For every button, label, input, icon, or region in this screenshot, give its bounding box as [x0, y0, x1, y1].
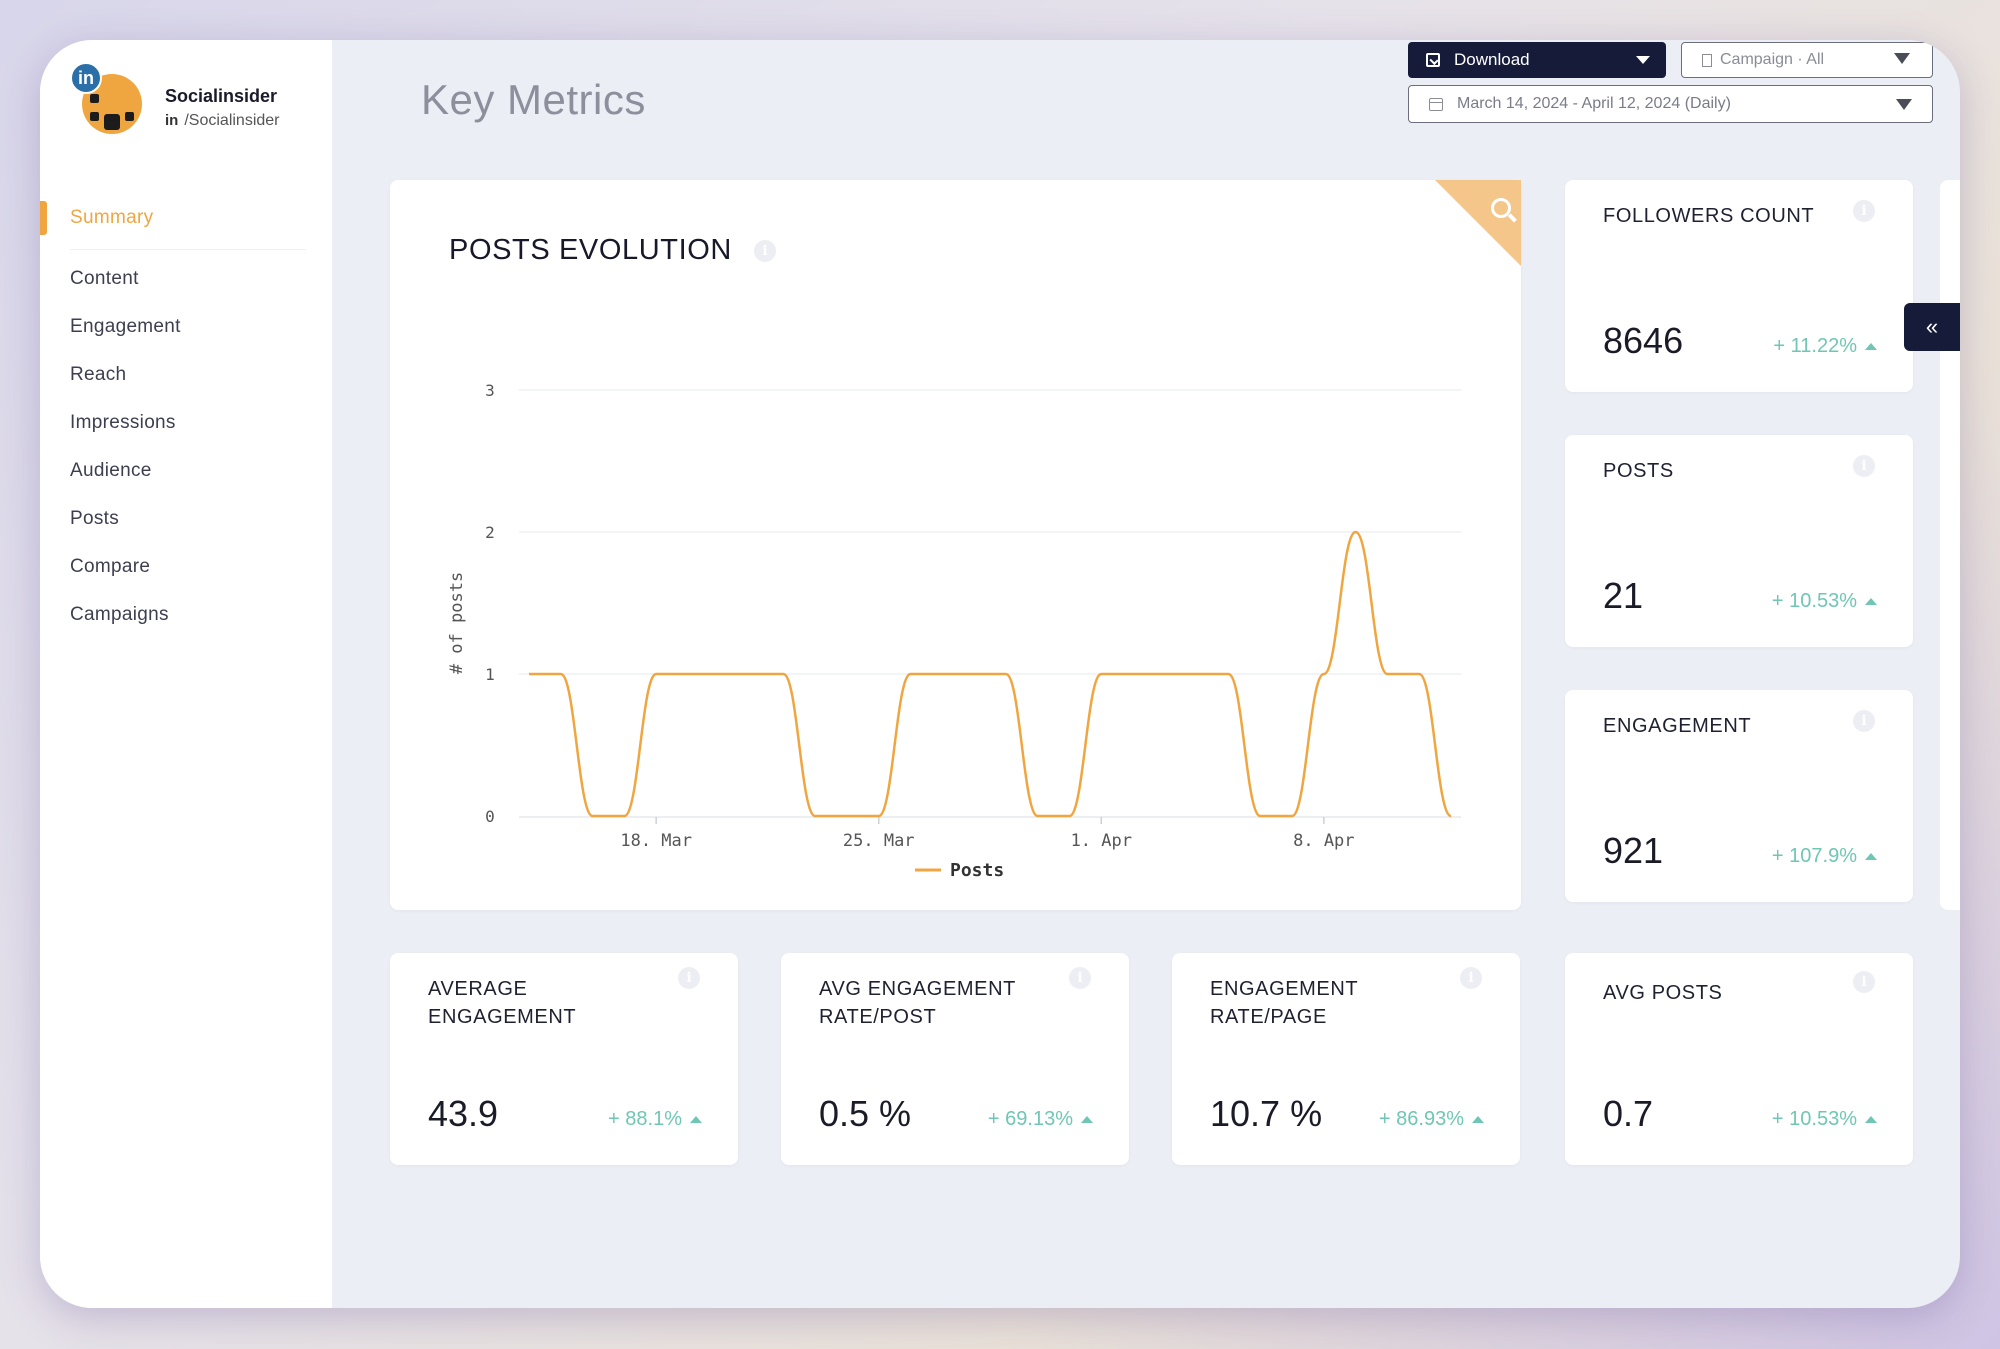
next-card-edge	[1940, 180, 1960, 910]
bookmark-icon	[1702, 53, 1712, 67]
download-button[interactable]: Download	[1408, 42, 1666, 78]
x-tick-label: 18. Mar	[620, 831, 692, 851]
info-icon[interactable]: i	[1853, 200, 1875, 222]
sidebar-item-posts[interactable]: Posts	[70, 508, 120, 529]
chevron-down-icon	[1894, 53, 1910, 64]
metric-value: 921	[1603, 830, 1664, 871]
metric-value: 21	[1603, 575, 1644, 616]
metric-delta: + 88.1%	[608, 1108, 702, 1131]
y-axis-label: # of posts	[447, 572, 467, 674]
metric-label: ENGAGEMENT RATE/PAGE	[1210, 978, 1358, 1028]
sidebar-item-reach[interactable]: Reach	[70, 364, 127, 385]
sidebar-item-engagement[interactable]: Engagement	[70, 316, 181, 337]
x-tick-label: 25. Mar	[843, 831, 915, 851]
trend-up-icon	[1865, 598, 1877, 605]
info-icon[interactable]: i	[1853, 455, 1875, 477]
sidebar-nav: Summary Content Engagement Reach Impress…	[40, 195, 332, 639]
chevron-down-icon	[1636, 56, 1650, 64]
zoom-corner-bg	[1435, 180, 1521, 266]
average-engagement-card: AVERAGE ENGAGEMENT i 43.9 + 88.1%	[390, 953, 738, 1165]
profile-name: Socialinsider	[165, 86, 278, 106]
sidebar-item-content[interactable]: Content	[70, 268, 139, 289]
x-tick-label: 1. Apr	[1071, 831, 1132, 851]
engagement-rate-page-card: ENGAGEMENT RATE/PAGE i 10.7 % + 86.93%	[1172, 953, 1520, 1165]
sidebar-item-impressions[interactable]: Impressions	[70, 412, 176, 433]
trend-up-icon	[690, 1116, 702, 1123]
avg-engagement-rate-post-card: AVG ENGAGEMENT RATE/POST i 0.5 % + 69.13…	[781, 953, 1129, 1165]
metric-label: ENGAGEMENT	[1603, 715, 1752, 737]
campaign-select[interactable]: Campaign · All	[1681, 42, 1933, 78]
info-icon[interactable]: i	[678, 967, 700, 989]
sidebar: in Socialinsider in/Socialinsider Summar…	[40, 40, 332, 1308]
search-icon	[1491, 198, 1511, 218]
profile-header[interactable]: in Socialinsider in/Socialinsider	[70, 62, 330, 142]
info-icon[interactable]: i	[754, 240, 776, 262]
posts-card: POSTS i 21 + 10.53%	[1565, 435, 1913, 647]
metric-value: 0.7	[1603, 1093, 1654, 1134]
metric-value: 8646	[1603, 320, 1684, 361]
date-range-select[interactable]: March 14, 2024 - April 12, 2024 (Daily)	[1408, 85, 1933, 123]
posts-chart: 0 1 2 3 18. Mar 25. Mar 1. Apr 8. Apr # of posts…	[447, 381, 1461, 881]
trend-up-icon	[1865, 1116, 1877, 1123]
trend-up-icon	[1472, 1116, 1484, 1123]
y-tick-label: 3	[485, 381, 495, 400]
metric-label: AVG ENGAGEMENT RATE/POST	[819, 978, 1016, 1028]
metric-delta: + 10.53%	[1772, 1108, 1877, 1131]
info-icon[interactable]: i	[1853, 710, 1875, 732]
linkedin-icon: in	[70, 62, 102, 94]
metric-label: AVERAGE ENGAGEMENT	[428, 978, 577, 1028]
zoom-button[interactable]	[1435, 180, 1521, 266]
info-icon[interactable]: i	[1069, 967, 1091, 989]
y-tick-label: 1	[485, 665, 495, 684]
sidebar-item-summary[interactable]: Summary	[40, 195, 332, 241]
sidebar-item-audience[interactable]: Audience	[70, 460, 152, 481]
metric-label: FOLLOWERS COUNT	[1603, 205, 1815, 227]
y-tick-label: 0	[485, 807, 495, 826]
metric-value: 0.5 %	[819, 1093, 912, 1134]
metric-delta: + 86.93%	[1379, 1108, 1484, 1131]
metric-value: 43.9	[428, 1093, 499, 1134]
info-icon[interactable]: i	[1853, 971, 1875, 993]
metric-delta: + 69.13%	[988, 1108, 1093, 1131]
double-chevron-left-icon: «	[1925, 314, 1939, 339]
date-range-value: March 14, 2024 - April 12, 2024 (Daily)	[1457, 95, 1731, 112]
info-icon[interactable]: i	[1460, 967, 1482, 989]
collapse-panel-button[interactable]: «	[1904, 303, 1960, 351]
metric-delta: + 107.9%	[1772, 845, 1877, 868]
avg-posts-card: AVG POSTS i 0.7 + 10.53%	[1565, 953, 1913, 1165]
chart-title: POSTS EVOLUTION	[449, 234, 732, 266]
page-title: Key Metrics	[421, 76, 646, 123]
chevron-down-icon	[1896, 99, 1912, 110]
trend-up-icon	[1865, 853, 1877, 860]
trend-up-icon	[1865, 343, 1877, 350]
nav-divider	[70, 249, 306, 250]
engagement-card: ENGAGEMENT i 921 + 107.9%	[1565, 690, 1913, 902]
linkedin-small-icon: in	[165, 112, 179, 129]
x-tick-label: 8. Apr	[1293, 831, 1354, 851]
download-label: Download	[1454, 50, 1530, 69]
posts-evolution-card: POSTS EVOLUTION i 0 1 2 3 18. Mar 25. Mar 1. A…	[390, 180, 1521, 910]
y-tick-label: 2	[485, 523, 495, 542]
trend-up-icon	[1081, 1116, 1093, 1123]
avatar-face-icon	[82, 74, 142, 134]
profile-handle: in/Socialinsider	[165, 112, 280, 129]
avatar: in	[70, 62, 142, 134]
followers-count-card: FOLLOWERS COUNT i 8646 + 11.22%	[1565, 180, 1913, 392]
metric-delta: + 11.22%	[1773, 335, 1877, 358]
app-window: in Socialinsider in/Socialinsider Summar…	[40, 40, 1960, 1308]
sidebar-item-compare[interactable]: Compare	[70, 556, 151, 577]
sidebar-item-campaigns[interactable]: Campaigns	[70, 604, 169, 625]
download-icon	[1426, 53, 1440, 67]
legend-label: Posts	[950, 860, 1004, 881]
series-line-posts	[529, 530, 1452, 818]
metric-delta: + 10.53%	[1772, 590, 1877, 613]
metric-label: POSTS	[1603, 460, 1674, 482]
metric-value: 10.7 %	[1210, 1093, 1323, 1134]
calendar-icon	[1429, 97, 1443, 111]
metric-label: AVG POSTS	[1603, 982, 1723, 1004]
campaign-select-value: Campaign · All	[1720, 51, 1825, 68]
